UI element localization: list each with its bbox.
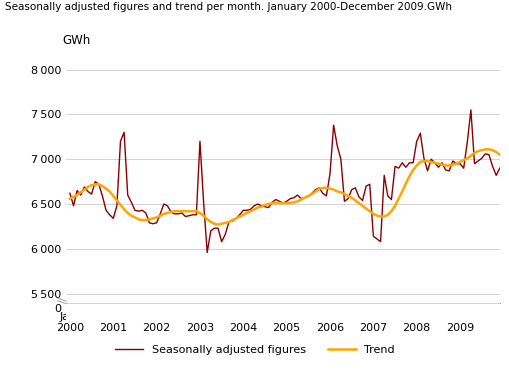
Text: GWh: GWh — [62, 34, 90, 46]
Seasonally adjusted figures — [366, 182, 372, 186]
Seasonally adjusted figures — [67, 191, 73, 196]
Seasonally adjusted figures — [409, 161, 415, 165]
Text: 0: 0 — [54, 304, 61, 314]
Seasonally adjusted figures — [467, 108, 473, 112]
Line: Seasonally adjusted figures: Seasonally adjusted figures — [70, 110, 499, 252]
Seasonally adjusted figures — [204, 250, 210, 255]
Trend — [366, 209, 372, 213]
Trend — [157, 213, 163, 218]
Trend — [496, 152, 502, 157]
Trend — [308, 192, 315, 196]
Seasonally adjusted figures — [489, 164, 495, 169]
Trend — [489, 148, 495, 152]
Trend — [409, 168, 415, 172]
Seasonally adjusted figures — [182, 214, 188, 219]
Seasonally adjusted figures — [308, 191, 315, 196]
Trend — [215, 223, 221, 227]
Trend — [482, 147, 488, 152]
Trend — [182, 209, 188, 213]
Seasonally adjusted figures — [157, 212, 163, 216]
Legend: Seasonally adjusted figures, Trend: Seasonally adjusted figures, Trend — [110, 341, 399, 360]
Trend — [67, 196, 73, 201]
Seasonally adjusted figures — [496, 166, 502, 170]
Text: Seasonally adjusted figures and trend per month. January 2000-December 2009.GWh: Seasonally adjusted figures and trend pe… — [5, 2, 451, 12]
Line: Trend: Trend — [70, 149, 499, 225]
